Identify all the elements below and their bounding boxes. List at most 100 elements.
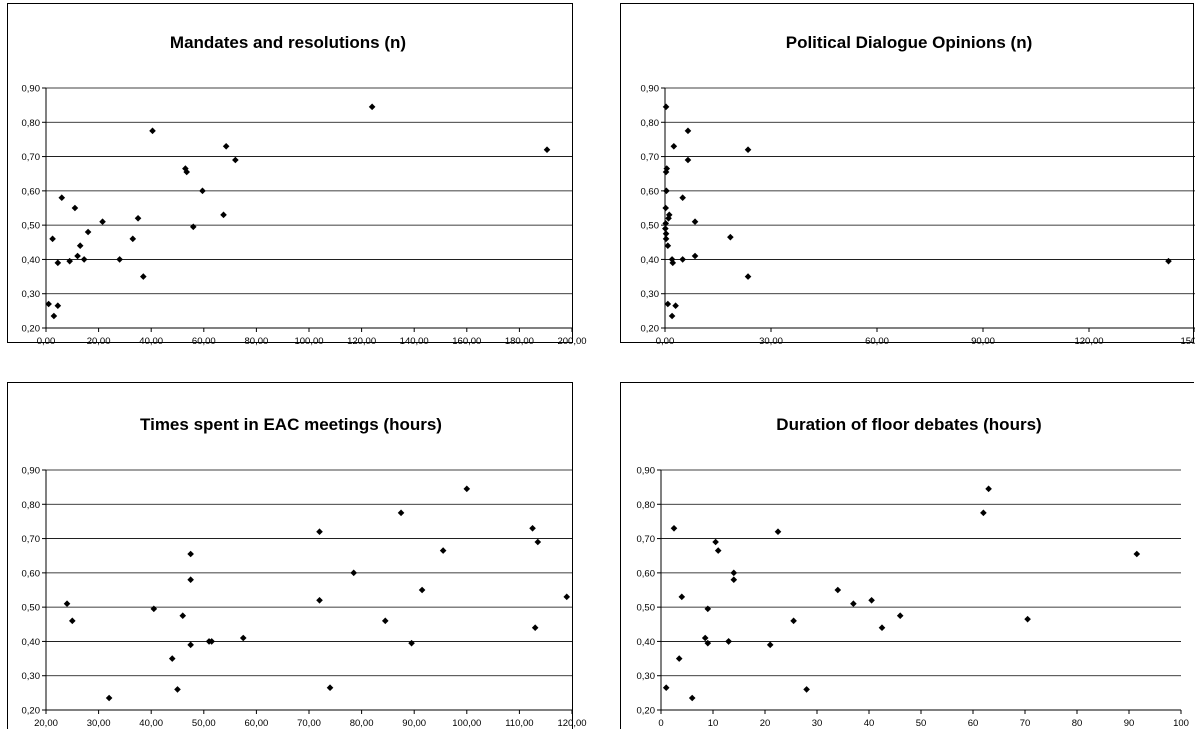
- data-point: [80, 256, 88, 263]
- data-point: [534, 538, 542, 546]
- data-point: [418, 586, 426, 594]
- data-point: [140, 273, 147, 280]
- data-point: [174, 686, 181, 693]
- y-tick-label: 0,60: [641, 186, 660, 197]
- x-tick-label: 70,00: [297, 718, 321, 729]
- y-tick-label: 0,20: [22, 324, 41, 335]
- chart-title: Political Dialogue Opinions (n): [786, 33, 1033, 52]
- data-point: [868, 596, 875, 604]
- data-point: [183, 168, 191, 176]
- y-tick-label: 0,90: [637, 466, 656, 477]
- data-point: [531, 624, 539, 632]
- data-point: [187, 576, 194, 584]
- y-tick-label: 0,20: [22, 706, 41, 717]
- y-tick-label: 0,50: [22, 221, 41, 232]
- data-point: [662, 684, 670, 692]
- x-tick-label: 0,00: [37, 336, 56, 347]
- y-tick-label: 0,60: [22, 568, 41, 579]
- data-point: [116, 256, 123, 263]
- data-point: [878, 624, 886, 632]
- data-point: [672, 302, 679, 310]
- data-point: [129, 235, 137, 243]
- x-tick-label: 120,00: [347, 336, 376, 347]
- data-point: [529, 524, 536, 532]
- y-tick-label: 0,80: [22, 118, 41, 129]
- data-point: [744, 273, 752, 280]
- data-point: [662, 103, 670, 111]
- y-tick-label: 0,60: [637, 568, 656, 579]
- data-point: [63, 600, 71, 608]
- data-point: [179, 612, 187, 620]
- x-tick-label: 180,00: [505, 336, 534, 347]
- data-point: [670, 142, 678, 150]
- data-point: [66, 257, 73, 265]
- x-tick-label: 140,00: [400, 336, 429, 347]
- data-point: [670, 524, 678, 532]
- data-point: [704, 639, 712, 647]
- data-point: [730, 576, 738, 584]
- data-point: [54, 259, 62, 267]
- data-point: [662, 235, 670, 243]
- y-tick-label: 0,80: [641, 118, 660, 129]
- data-point: [71, 204, 79, 212]
- chart-title: Mandates and resolutions (n): [170, 33, 406, 52]
- y-tick-label: 0,60: [22, 186, 41, 197]
- data-point: [408, 639, 415, 647]
- scatter-chart-mandates: Mandates and resolutions (n) 0,20 0,30 0,40…: [22, 33, 587, 347]
- data-point: [985, 485, 992, 493]
- data-point: [316, 528, 323, 536]
- scatter-chart-eac-meetings: Times spent in EAC meetings (hours) 0,20 0…: [22, 415, 587, 729]
- data-point: [669, 259, 677, 267]
- data-point: [678, 593, 686, 601]
- x-tick-label: 150,00: [1180, 336, 1195, 347]
- scatter-chart-political-dialogue: Political Dialogue Opinions (n) 0,20 0,30 0…: [641, 33, 1195, 347]
- x-tick-label: 80,00: [245, 336, 269, 347]
- data-point: [84, 228, 92, 236]
- x-tick-label: 50: [916, 718, 927, 729]
- data-point: [50, 312, 58, 320]
- x-tick-label: 20,00: [87, 336, 111, 347]
- data-point: [662, 230, 670, 238]
- data-point: [99, 218, 106, 226]
- x-tick-label: 120,00: [1074, 336, 1103, 347]
- data-point: [714, 547, 722, 554]
- y-tick-label: 0,70: [22, 534, 41, 545]
- x-tick-label: 110,00: [505, 718, 533, 729]
- x-tick-label: 70: [1020, 718, 1031, 729]
- x-tick-label: 50,00: [192, 718, 216, 729]
- y-tick-label: 0,40: [22, 637, 41, 648]
- y-tick-label: 0,20: [637, 706, 656, 717]
- y-tick-label: 0,50: [637, 603, 656, 614]
- data-point: [668, 312, 676, 320]
- data-point: [1165, 257, 1172, 265]
- data-point: [74, 252, 81, 260]
- x-tick-label: 100,00: [294, 336, 323, 347]
- x-tick-label: 60,00: [865, 336, 889, 347]
- data-point: [704, 605, 712, 613]
- data-point: [980, 509, 987, 517]
- data-point: [896, 612, 904, 620]
- data-point: [850, 600, 857, 608]
- data-point: [684, 127, 692, 135]
- data-point: [663, 187, 670, 195]
- y-tick-label: 0,70: [22, 152, 41, 163]
- y-tick-label: 0,70: [641, 152, 660, 163]
- y-tick-label: 0,30: [637, 671, 656, 682]
- data-point: [239, 634, 247, 642]
- data-point: [182, 165, 189, 172]
- x-tick-label: 40: [864, 718, 875, 729]
- data-point: [684, 156, 692, 164]
- data-point: [168, 655, 176, 662]
- data-point: [744, 146, 752, 154]
- y-tick-label: 0,50: [641, 221, 660, 232]
- data-point: [350, 569, 358, 577]
- x-tick-label: 40,00: [139, 336, 163, 347]
- y-tick-label: 0,30: [22, 671, 41, 682]
- data-point: [69, 617, 76, 625]
- y-tick-label: 0,80: [22, 500, 41, 511]
- data-point: [76, 242, 84, 250]
- data-point: [208, 638, 215, 645]
- data-point: [105, 694, 113, 702]
- x-tick-label: 20,00: [34, 718, 58, 729]
- data-point: [725, 638, 732, 645]
